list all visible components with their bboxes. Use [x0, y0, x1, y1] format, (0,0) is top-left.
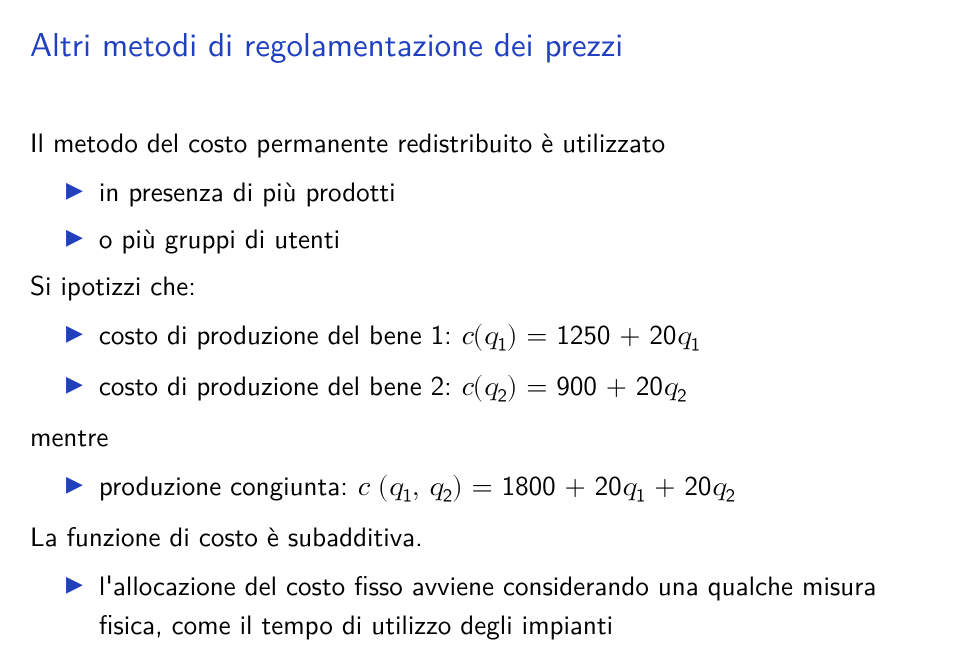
arg-sub: 2	[497, 379, 506, 407]
arg-sub: 1	[497, 329, 506, 357]
cost-line-1: costo di produzione del bene 1: c(q1) = …	[99, 314, 929, 357]
paren: )	[507, 323, 518, 350]
triangle-icon: ▶	[66, 365, 83, 400]
const: 1800	[502, 465, 556, 504]
var-sub: 1	[636, 479, 645, 507]
bullet-item: ▶ costo di produzione del bene 2: c(q2) …	[66, 365, 929, 408]
subadditive-text: La funzione di costo è subadditiva.	[30, 516, 929, 555]
arg2: q	[428, 474, 442, 501]
coef: 20	[684, 465, 711, 504]
triangle-icon: ▶	[66, 314, 83, 349]
coef: 20	[595, 465, 622, 504]
triangle-icon: ▶	[66, 171, 83, 206]
eq: =	[526, 374, 556, 401]
bullet-text: in presenza di più prodotti	[99, 171, 929, 210]
joint-line: produzione congiunta: c (q1, q2) = 1800 …	[99, 465, 929, 508]
const: 1250	[556, 314, 610, 353]
fn: c	[357, 474, 369, 501]
hypothesis-text: Si ipotizzi che:	[30, 265, 929, 304]
mentre-text: mentre	[30, 416, 929, 455]
var-sub: 2	[677, 379, 686, 407]
triangle-icon: ▶	[66, 465, 83, 500]
coef: 20	[649, 314, 676, 353]
paren: )	[507, 374, 518, 401]
bullet-item: ▶ o più gruppi di utenti	[66, 218, 929, 257]
arg: q	[483, 374, 497, 401]
arg1-sub: 1	[403, 479, 412, 507]
arg2-sub: 2	[443, 479, 452, 507]
cost-prefix: costo di produzione del bene 1:	[99, 314, 461, 353]
bullet-item: ▶ produzione congiunta: c (q1, q2) = 180…	[66, 465, 929, 508]
slide-body: Il metodo del costo permanente redistrib…	[30, 122, 929, 644]
paren: (	[378, 474, 389, 501]
cost-line-2: costo di produzione del bene 2: c(q2) = …	[99, 365, 929, 408]
var-sub: 1	[691, 329, 700, 357]
triangle-icon: ▶	[66, 218, 83, 253]
arg1: q	[388, 474, 402, 501]
var-sub: 2	[726, 479, 735, 507]
var: q	[622, 474, 636, 501]
plus: +	[654, 474, 684, 501]
slide-title: Altri metodi di regolamentazione dei pre…	[30, 24, 929, 64]
bullet-text: o più gruppi di utenti	[99, 218, 929, 257]
slide: Altri metodi di regolamentazione dei pre…	[0, 0, 959, 657]
arg: q	[483, 323, 497, 350]
cost-prefix: costo di produzione del bene 2:	[99, 365, 461, 404]
paren: (	[473, 323, 484, 350]
var: q	[663, 374, 677, 401]
fn: c	[461, 374, 473, 401]
intro-text: Il metodo del costo permanente redistrib…	[30, 122, 929, 161]
plus: +	[619, 323, 649, 350]
plus: +	[606, 374, 636, 401]
joint-prefix: produzione congiunta:	[99, 465, 357, 504]
triangle-icon: ▶	[66, 565, 83, 600]
const: 900	[556, 365, 597, 404]
alloc-text: l'allocazione del costo fisso avviene co…	[99, 565, 929, 643]
paren: )	[452, 474, 463, 501]
paren: (	[473, 374, 484, 401]
var: q	[711, 474, 725, 501]
eq: =	[526, 323, 556, 350]
comma: ,	[412, 474, 428, 501]
var: q	[676, 323, 690, 350]
coef: 20	[636, 365, 663, 404]
fn: c	[461, 323, 473, 350]
bullet-item: ▶ in presenza di più prodotti	[66, 171, 929, 210]
plus: +	[565, 474, 595, 501]
bullet-item: ▶ l'allocazione del costo fisso avviene …	[66, 565, 929, 643]
bullet-item: ▶ costo di produzione del bene 1: c(q1) …	[66, 314, 929, 357]
eq: =	[472, 474, 502, 501]
